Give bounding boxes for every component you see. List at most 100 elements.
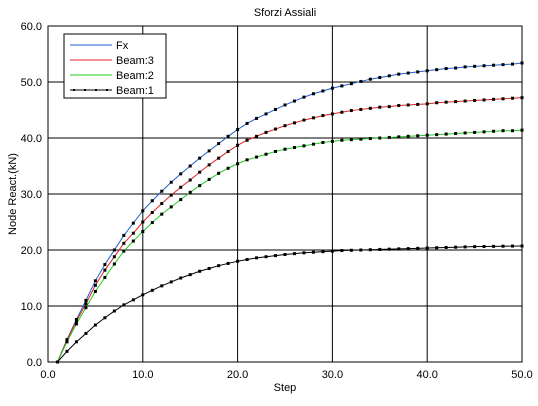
data-point-beam-3 — [169, 193, 173, 197]
legend-marker — [106, 89, 108, 91]
data-point-beam-1 — [349, 248, 353, 252]
data-point-beam-1 — [330, 249, 334, 253]
data-point-beam-2 — [321, 140, 325, 144]
data-point-beam-1 — [179, 276, 183, 280]
x-tick-labels: 0.0 10.0 20.0 30.0 40.0 50.0 — [40, 369, 532, 381]
data-point-fx — [444, 67, 448, 71]
data-point-beam-2 — [65, 340, 69, 344]
data-point-beam-1 — [473, 245, 477, 249]
data-point-beam-3 — [198, 170, 202, 174]
data-point-beam-1 — [283, 252, 287, 256]
data-point-beam-3 — [122, 241, 126, 245]
data-point-beam-1 — [131, 298, 135, 302]
data-point-beam-1 — [198, 269, 202, 273]
data-point-beam-3 — [501, 97, 505, 101]
data-point-beam-1 — [207, 266, 211, 270]
data-point-beam-1 — [245, 258, 249, 262]
data-point-beam-1 — [112, 309, 116, 313]
y-tick-label: 60.0 — [21, 21, 42, 33]
data-point-beam-1 — [387, 247, 391, 251]
data-point-beam-1 — [340, 249, 344, 253]
data-point-beam-1 — [217, 264, 221, 268]
data-point-beam-3 — [340, 110, 344, 114]
data-point-beam-1 — [226, 261, 230, 265]
y-tick-label: 0.0 — [27, 357, 42, 369]
data-point-beam-2 — [416, 134, 420, 138]
data-point-beam-2 — [198, 184, 202, 188]
data-point-fx — [302, 95, 306, 99]
data-point-beam-1 — [454, 245, 458, 249]
data-point-beam-3 — [330, 112, 334, 116]
data-point-fx — [368, 77, 372, 81]
data-point-fx — [264, 112, 268, 116]
data-point-beam-1 — [103, 316, 107, 320]
data-point-beam-3 — [131, 231, 135, 235]
data-point-fx — [226, 134, 230, 138]
x-tick-label: 50.0 — [511, 369, 532, 381]
data-point-beam-2 — [492, 129, 496, 133]
data-point-beam-3 — [226, 149, 230, 153]
y-tick-label: 20.0 — [21, 245, 42, 257]
data-point-beam-1 — [188, 273, 192, 277]
data-point-beam-3 — [84, 302, 88, 306]
data-point-beam-2 — [112, 262, 116, 266]
data-point-beam-1 — [274, 254, 278, 258]
data-point-beam-2 — [482, 130, 486, 134]
data-point-fx — [435, 68, 439, 72]
data-point-fx — [416, 70, 420, 74]
data-point-fx — [492, 63, 496, 67]
data-point-beam-1 — [359, 248, 363, 252]
y-tick-label: 30.0 — [21, 189, 42, 201]
data-point-beam-3 — [463, 99, 467, 103]
data-point-fx — [160, 189, 164, 193]
data-point-beam-1 — [236, 259, 240, 263]
data-point-beam-1 — [122, 303, 126, 307]
y-tick-label: 10.0 — [21, 301, 42, 313]
data-point-fx — [198, 156, 202, 160]
data-point-beam-3 — [321, 114, 325, 118]
data-point-beam-3 — [188, 178, 192, 182]
legend-marker — [84, 89, 86, 91]
legend-marker — [73, 89, 75, 91]
data-point-beam-2 — [501, 129, 505, 133]
data-point-fx — [463, 65, 467, 69]
data-point-beam-1 — [378, 247, 382, 251]
data-point-fx — [188, 164, 192, 168]
x-axis-label: Step — [274, 382, 297, 394]
data-point-fx — [454, 66, 458, 70]
data-point-fx — [501, 63, 505, 67]
data-point-fx — [131, 221, 135, 225]
data-point-beam-3 — [311, 116, 315, 120]
data-point-beam-3 — [103, 268, 107, 272]
data-point-beam-2 — [179, 198, 183, 202]
series-line-fx — [57, 62, 523, 363]
data-point-beam-2 — [188, 190, 192, 194]
data-point-beam-2 — [160, 212, 164, 216]
series-lines — [57, 62, 523, 363]
x-tick-label: 30.0 — [322, 369, 343, 381]
data-point-beam-2 — [103, 275, 107, 279]
data-point-beam-2 — [368, 137, 372, 141]
y-tick-label: 50.0 — [21, 77, 42, 89]
data-point-fx — [283, 103, 287, 107]
data-point-beam-2 — [255, 155, 259, 159]
data-point-beam-1 — [501, 244, 505, 248]
data-point-beam-2 — [359, 137, 363, 141]
data-point-beam-2 — [473, 130, 477, 134]
data-point-fx — [311, 92, 315, 96]
data-point-fx — [112, 248, 116, 252]
data-point-beam-3 — [425, 102, 429, 106]
data-point-beam-1 — [311, 250, 315, 254]
y-tick-labels: 0.0 10.0 20.0 30.0 40.0 50.0 60.0 — [21, 21, 42, 369]
data-point-beam-2 — [435, 133, 439, 137]
data-point-fx — [425, 69, 429, 73]
data-point-beam-2 — [150, 221, 154, 225]
data-point-beam-3 — [283, 124, 287, 128]
data-point-beam-3 — [74, 319, 78, 323]
data-point-beam-3 — [406, 103, 410, 107]
data-point-fx — [340, 84, 344, 88]
data-point-beam-3 — [492, 97, 496, 101]
y-axis-label: Node React.(kN) — [7, 153, 19, 235]
series-line-beam-1 — [57, 245, 523, 363]
